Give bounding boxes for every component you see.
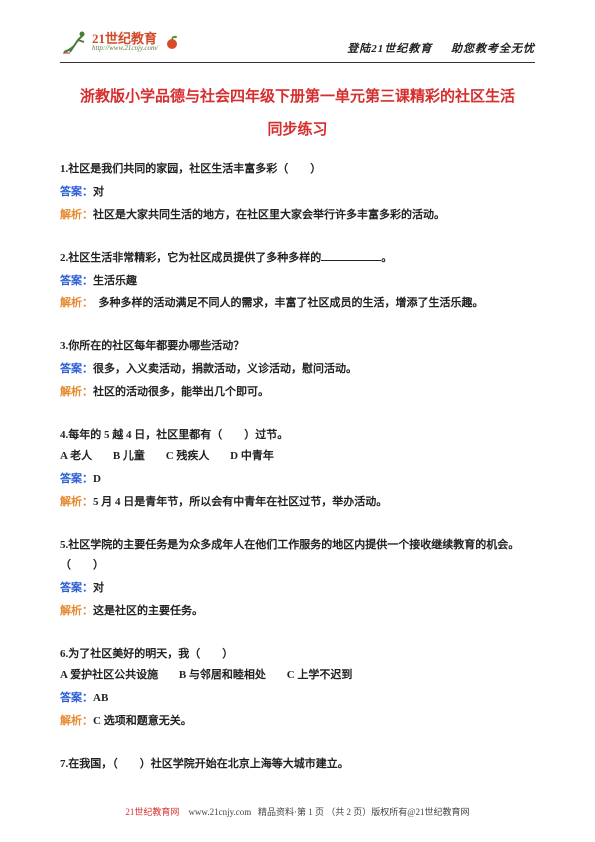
q3-text: 3.你所在的社区每年都要办哪些活动？ — [60, 336, 535, 357]
slogan-a: 登陆21世纪教育 — [347, 43, 432, 55]
explain-label: 解析： — [60, 297, 88, 309]
question-4: 4.每年的 5 越 4 日，社区里都有（ ）过节。 A 老人 B 儿童 C 残疾… — [60, 425, 535, 513]
q6-answer: 答案：AB — [60, 688, 535, 709]
apple-icon — [164, 34, 180, 50]
question-2: 2.社区生活非常精彩，它为社区成员提供了多种多样的。 答案：生活乐趣 解析： 多… — [60, 248, 535, 315]
q4-answer: 答案：D — [60, 469, 535, 490]
opt-c: C 上学不迟到 — [287, 669, 353, 681]
q1-explain: 解析：社区是大家共同生活的地方，在社区里大家会举行许多丰富多彩的活动。 — [60, 205, 535, 226]
q4-explain: 解析：5 月 4 日是青年节，所以会有中青年在社区过节，举办活动。 — [60, 492, 535, 513]
page-header: 21世纪教育 http://www.21cnjy.com/ 登陆21世纪教育 助… — [60, 28, 535, 63]
logo: 21世纪教育 http://www.21cnjy.com/ — [60, 28, 180, 56]
logo-url: http://www.21cnjy.com/ — [92, 45, 158, 52]
title-line2: 同步练习 — [60, 114, 535, 147]
blank — [321, 260, 381, 261]
explain-label: 解析： — [60, 496, 93, 508]
q4-options: A 老人 B 儿童 C 残疾人 D 中青年 — [60, 446, 535, 467]
question-6: 6.为了社区美好的明天，我（ ） A 爱护社区公共设施 B 与邻居和睦相处 C … — [60, 644, 535, 732]
q5-text: 5.社区学院的主要任务是为众多成年人在他们工作服务的地区内提供一个接收继续教育的… — [60, 535, 535, 577]
answer-label: 答案： — [60, 473, 93, 485]
opt-b: B 儿童 — [113, 450, 145, 462]
q5-explain: 解析：这是社区的主要任务。 — [60, 601, 535, 622]
answer-label: 答案： — [60, 186, 93, 198]
q5-answer: 答案：对 — [60, 578, 535, 599]
opt-a: A 爱护社区公共设施 — [60, 669, 158, 681]
answer-label: 答案： — [60, 363, 93, 375]
opt-b: B 与邻居和睦相处 — [179, 669, 266, 681]
question-7: 7.在我国，（ ）社区学院开始在北京上海等大城市建立。 — [60, 754, 535, 775]
q2-explain: 解析： 多种多样的活动满足不同人的需求，丰富了社区成员的生活，增添了生活乐趣。 — [60, 293, 535, 314]
opt-d: D 中青年 — [230, 450, 274, 462]
footer-url: www.21cnjy.com — [188, 807, 251, 817]
explain-label: 解析： — [60, 605, 93, 617]
footer-brand: 21世纪教育网 — [125, 807, 179, 817]
q1-text: 1.社区是我们共同的家园，社区生活丰富多彩（ ） — [60, 159, 535, 180]
page-footer: 21世纪教育网 www.21cnjy.com 精品资料·第 1 页 （共 2 页… — [0, 805, 595, 818]
explain-label: 解析： — [60, 209, 93, 221]
answer-label: 答案： — [60, 582, 93, 594]
explain-label: 解析： — [60, 386, 93, 398]
doc-title: 浙教版小学品德与社会四年级下册第一单元第三课精彩的社区生活 同步练习 — [60, 81, 535, 147]
q1-answer: 答案：对 — [60, 182, 535, 203]
question-5: 5.社区学院的主要任务是为众多成年人在他们工作服务的地区内提供一个接收继续教育的… — [60, 535, 535, 623]
title-line1: 浙教版小学品德与社会四年级下册第一单元第三课精彩的社区生活 — [60, 81, 535, 114]
question-3: 3.你所在的社区每年都要办哪些活动？ 答案：很多，入义卖活动，捐款活动，义诊活动… — [60, 336, 535, 403]
q4-text: 4.每年的 5 越 4 日，社区里都有（ ）过节。 — [60, 425, 535, 446]
q6-options: A 爱护社区公共设施 B 与邻居和睦相处 C 上学不迟到 — [60, 665, 535, 686]
q2-text: 2.社区生活非常精彩，它为社区成员提供了多种多样的。 — [60, 248, 535, 269]
q7-text: 7.在我国，（ ）社区学院开始在北京上海等大城市建立。 — [60, 754, 535, 775]
opt-a: A 老人 — [60, 450, 92, 462]
footer-pageinfo: 精品资料·第 1 页 （共 2 页）版权所有@21世纪教育网 — [258, 807, 470, 817]
answer-label: 答案： — [60, 275, 93, 287]
answer-label: 答案： — [60, 692, 93, 704]
explain-label: 解析： — [60, 715, 93, 727]
logo-text: 21世纪教育 http://www.21cnjy.com/ — [92, 32, 158, 52]
q3-answer: 答案：很多，入义卖活动，捐款活动，义诊活动，慰问活动。 — [60, 359, 535, 380]
q6-text: 6.为了社区美好的明天，我（ ） — [60, 644, 535, 665]
q3-explain: 解析：社区的活动很多，能举出几个即可。 — [60, 382, 535, 403]
header-slogan: 登陆21世纪教育 助您教考全无忧 — [347, 40, 535, 56]
q2-answer: 答案：生活乐趣 — [60, 271, 535, 292]
slogan-b: 助您教考全无忧 — [451, 43, 535, 55]
q6-explain: 解析：C 选项和题意无关。 — [60, 711, 535, 732]
question-1: 1.社区是我们共同的家园，社区生活丰富多彩（ ） 答案：对 解析：社区是大家共同… — [60, 159, 535, 226]
opt-c: C 残疾人 — [166, 450, 210, 462]
logo-runner-icon — [60, 28, 88, 56]
